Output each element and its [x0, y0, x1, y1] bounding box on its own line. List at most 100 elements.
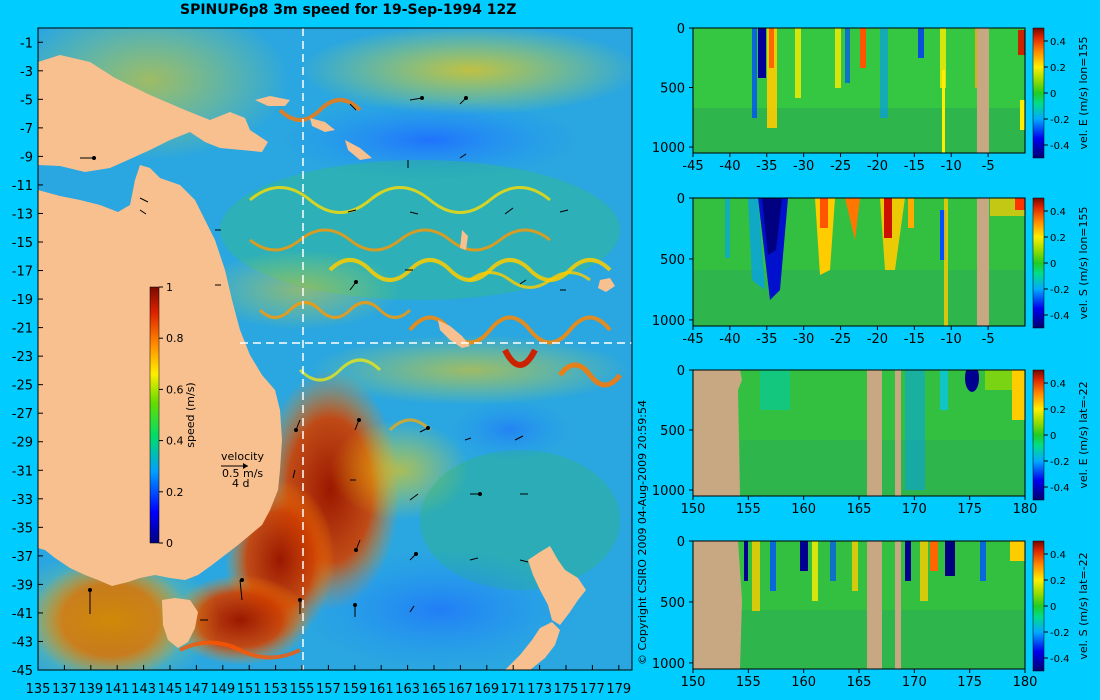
y-tick-label: 1000 [652, 314, 685, 329]
x-tick-label: -40 [719, 332, 740, 347]
x-tick-label: 155 [736, 502, 761, 517]
x-tick-label: 147 [184, 682, 209, 697]
y-tick-label: -23 [12, 350, 33, 365]
x-tick-label: 180 [1013, 502, 1038, 517]
land-masses [38, 55, 615, 670]
new-zealand-south [505, 622, 560, 670]
velocity-key: velocity 0.5 m/s 4 d [221, 450, 264, 490]
y-tick-label: 1000 [652, 657, 685, 672]
y-tick-label: -1 [20, 36, 33, 51]
speed-colorbar-fill [149, 286, 160, 544]
new-caledonia [438, 320, 470, 348]
y-tick-label: -19 [12, 293, 33, 308]
velocity-key-interval: 4 d [232, 477, 249, 490]
x-tick-label: 143 [131, 682, 156, 697]
colorbar-tick-label: 0.4 [1050, 207, 1066, 218]
section-land [867, 541, 882, 669]
speed-colorbar-label: speed (m/s) [184, 382, 197, 447]
colorbar-tick-label: 0.2 [1050, 405, 1066, 416]
x-tick-label: 179 [606, 682, 631, 697]
solomons-a [310, 118, 335, 132]
y-tick-label: -31 [12, 464, 33, 479]
fiji [598, 278, 615, 292]
x-tick-label: 159 [342, 682, 367, 697]
speed-map: 135 137 139 141 143 145 147 149 151 153 155 157 159 1… [12, 27, 633, 697]
x-tick-label: 135 [26, 682, 51, 697]
velocity-vectors [80, 96, 569, 621]
new-britain [255, 96, 290, 106]
colorbar-tick-label: 0.4 [1050, 37, 1066, 48]
section-land [867, 370, 882, 496]
x-tick-label: -5 [982, 332, 995, 347]
colorbar-tick-label: 0.4 [166, 435, 184, 448]
section-1-colorbar-label: vel. E (m/s) lon=155 [1077, 37, 1090, 150]
x-tick-label: 165 [847, 502, 872, 517]
colorbar-tick-label: -0.2 [1050, 285, 1070, 296]
x-tick-label: 170 [902, 502, 927, 517]
colorbar-tick-label: 0.2 [1050, 576, 1066, 587]
y-tick-label: -17 [12, 265, 33, 280]
x-tick-label: 169 [474, 682, 499, 697]
y-tick-label: -27 [12, 407, 33, 422]
x-tick-label: -45 [682, 332, 703, 347]
x-tick-label: -5 [982, 159, 995, 174]
section-4-colorbar-label: vel. S (m/s) lat=-22 [1077, 552, 1090, 659]
x-tick-label: 155 [290, 682, 315, 697]
y-tick-label: 0 [677, 22, 685, 37]
x-tick-label: 157 [316, 682, 341, 697]
x-tick-label: 163 [395, 682, 420, 697]
y-tick-label: -13 [12, 207, 33, 222]
x-tick-label: 155 [736, 675, 761, 690]
section-panel-vel-e-lat-22: 150 155 160 165 170 175 180 0 500 1000 0.4 0.2 0 -0.… [652, 364, 1090, 517]
x-tick-label: 161 [369, 682, 394, 697]
x-tick-label: -35 [756, 332, 777, 347]
section-3-colorbar-label: vel. E (m/s) lat=-22 [1077, 381, 1090, 488]
colorbar-tick-label: 0.8 [166, 332, 184, 345]
x-tick-label: 160 [791, 502, 816, 517]
chart-title: SPINUP6p8 3m speed for 19-Sep-1994 12Z [180, 2, 517, 18]
y-tick-label: -43 [12, 635, 33, 650]
x-tick-label: 175 [554, 682, 579, 697]
colorbar-tick-label: -0.2 [1050, 115, 1070, 126]
x-tick-label: -10 [941, 332, 962, 347]
colorbar-tick-label: 1 [166, 281, 173, 294]
y-tick-label: -9 [20, 150, 33, 165]
colorbar-tick-label: 0.2 [166, 486, 184, 499]
colorbar-tick-label: -0.2 [1050, 457, 1070, 468]
colorbar-tick-label: 0.2 [1050, 63, 1066, 74]
new-guinea [38, 55, 268, 172]
colorbar-tick-label: -0.2 [1050, 628, 1070, 639]
colorbar-tick-label: -0.4 [1050, 654, 1070, 665]
x-tick-label: 165 [847, 675, 872, 690]
y-tick-label: 500 [660, 596, 685, 611]
x-tick-label: 180 [1013, 675, 1038, 690]
y-tick-label: -15 [12, 236, 33, 251]
x-tick-label: 149 [210, 682, 235, 697]
section-land [693, 370, 742, 496]
colorbar-tick-label: -0.4 [1050, 483, 1070, 494]
x-tick-label: -30 [793, 159, 814, 174]
x-tick-label: 171 [501, 682, 526, 697]
x-tick-label: -20 [867, 332, 888, 347]
x-tick-label: 151 [237, 682, 262, 697]
tasmania [162, 598, 198, 648]
colorbar-tick-label: 0.4 [1050, 550, 1066, 561]
x-tick-label: 175 [957, 502, 982, 517]
x-tick-label: -20 [867, 159, 888, 174]
colorbar-tick-label: 0 [1050, 259, 1056, 270]
section-land [977, 198, 989, 326]
x-tick-label: -35 [756, 159, 777, 174]
section-land [693, 541, 742, 669]
y-tick-label: -3 [20, 65, 33, 80]
x-tick-label: 150 [681, 502, 706, 517]
y-tick-label: -11 [12, 179, 33, 194]
section-panel-vel-s-lon155: -45 -40 -35 -30 -25 -20 -15 -10 -5 0 500 1000 0.4 0.… [652, 192, 1090, 347]
x-tick-label: 137 [52, 682, 77, 697]
x-tick-label: 173 [527, 682, 552, 697]
colorbar-tick-label: -0.4 [1050, 311, 1070, 322]
x-tick-label: 141 [105, 682, 130, 697]
velocity-key-arrowhead [243, 463, 248, 469]
x-tick-label: 177 [580, 682, 605, 697]
y-tick-label: -7 [20, 122, 33, 137]
map-y-axis: -1 -3 -5 -7 -9 -11 -13 -15 -17 -19 -21 -23 -25 -27 -29… [12, 36, 43, 679]
